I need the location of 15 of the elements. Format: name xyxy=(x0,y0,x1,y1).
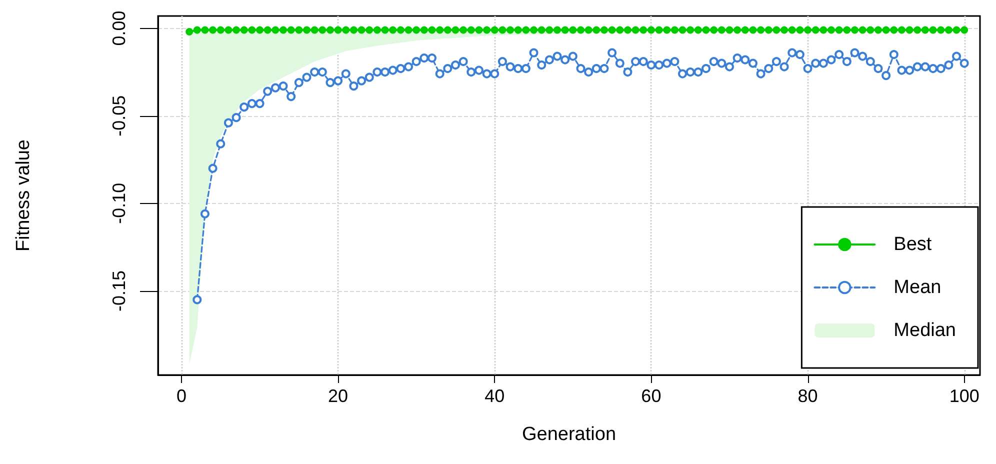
y-tick-label: 0.00 xyxy=(109,10,129,46)
x-tick-label: 80 xyxy=(798,386,818,406)
x-axis-title: Generation xyxy=(522,424,616,445)
y-tick-label: -0.05 xyxy=(109,95,129,136)
legend-label: Median xyxy=(894,320,956,341)
x-tick-label: 0 xyxy=(176,386,186,406)
x-tick-label: 20 xyxy=(328,386,348,406)
y-tick-label: -0.15 xyxy=(109,270,129,312)
x-tick-label: 60 xyxy=(641,386,662,406)
x-tick-label: 40 xyxy=(484,386,505,406)
legend-label: Mean xyxy=(894,277,942,298)
y-tick-label: -0.10 xyxy=(109,182,129,224)
legend-label: Best xyxy=(894,234,932,255)
y-axis-title: Fitness value xyxy=(13,140,34,252)
x-tick-label: 100 xyxy=(949,386,980,406)
